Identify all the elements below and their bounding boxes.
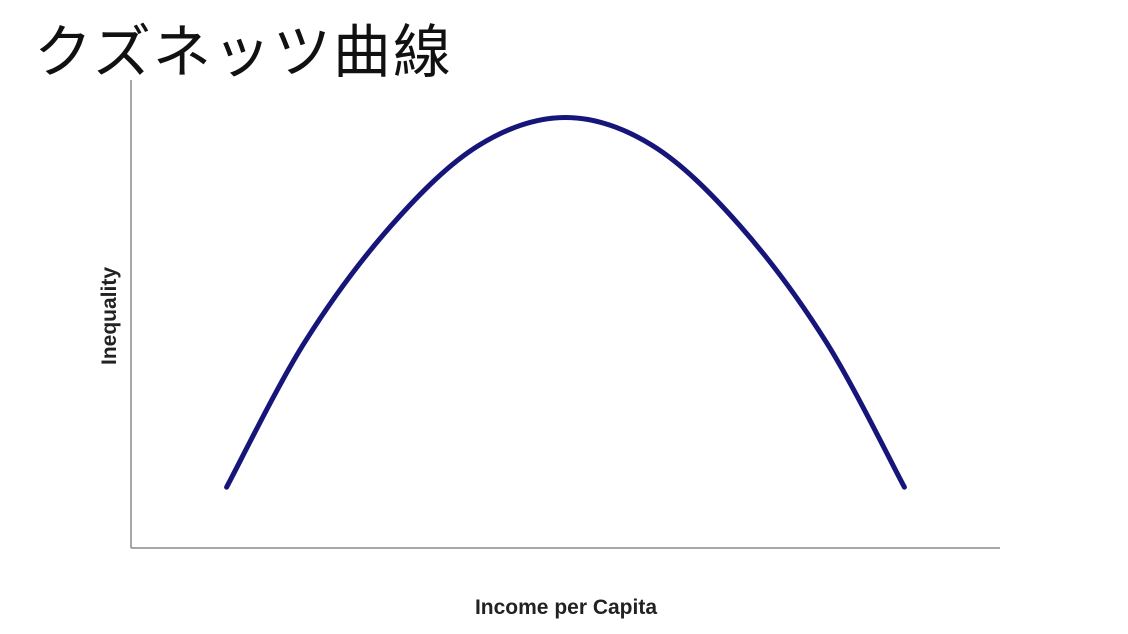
page-title: クズネッツ曲線 bbox=[34, 18, 453, 86]
kuznets-curve-line bbox=[224, 114, 907, 490]
x-axis-label: Income per Capita bbox=[475, 596, 657, 619]
y-axis-label: Inequality bbox=[98, 267, 121, 365]
series-layer bbox=[224, 114, 907, 490]
plot-area bbox=[130, 80, 1000, 549]
